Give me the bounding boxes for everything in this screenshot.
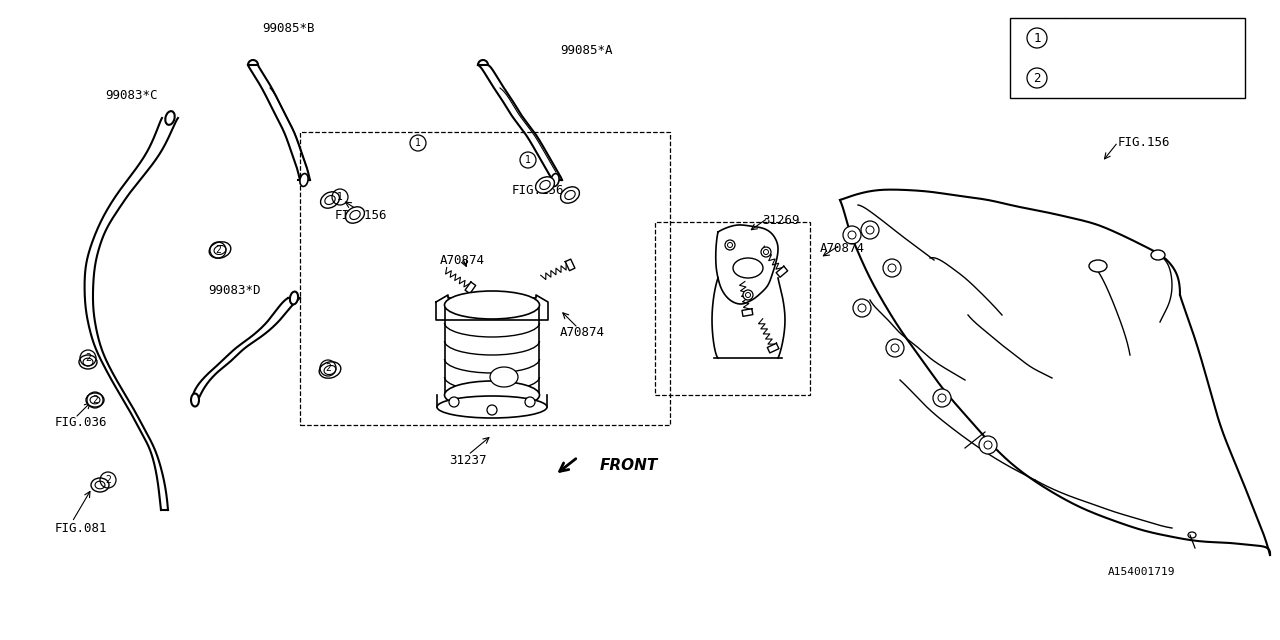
Bar (1010, 18, 1245, 98)
Text: 2: 2 (215, 245, 221, 255)
Text: FIG.156: FIG.156 (512, 184, 564, 196)
Text: W170062: W170062 (1073, 31, 1130, 45)
Ellipse shape (1089, 260, 1107, 272)
Ellipse shape (91, 478, 109, 492)
Text: F91916: F91916 (1073, 71, 1123, 85)
Circle shape (486, 405, 497, 415)
Circle shape (938, 394, 946, 402)
Ellipse shape (550, 173, 559, 186)
Ellipse shape (561, 187, 580, 203)
Ellipse shape (83, 358, 93, 366)
Circle shape (525, 397, 535, 407)
Bar (655, 222, 810, 395)
Ellipse shape (349, 211, 360, 220)
Circle shape (883, 259, 901, 277)
Circle shape (891, 344, 899, 352)
Circle shape (979, 436, 997, 454)
Circle shape (742, 290, 753, 300)
Ellipse shape (324, 365, 335, 374)
Text: 2: 2 (1033, 72, 1041, 84)
Text: 2: 2 (84, 353, 91, 363)
Ellipse shape (346, 207, 365, 223)
Ellipse shape (95, 481, 105, 489)
Text: 1: 1 (337, 192, 343, 202)
Text: 31237: 31237 (449, 454, 486, 467)
Ellipse shape (209, 242, 230, 258)
Circle shape (888, 264, 896, 272)
Text: A154001719: A154001719 (1108, 567, 1175, 577)
Text: 1: 1 (525, 155, 531, 165)
Circle shape (745, 292, 750, 298)
Text: FRONT: FRONT (600, 458, 658, 472)
Ellipse shape (733, 258, 763, 278)
Ellipse shape (490, 367, 518, 387)
Bar (300, 132, 669, 425)
Ellipse shape (444, 381, 539, 409)
Text: FIG.156: FIG.156 (335, 209, 388, 221)
Circle shape (849, 231, 856, 239)
Text: FIG.036: FIG.036 (55, 415, 108, 429)
Text: 99085*B: 99085*B (262, 22, 315, 35)
Ellipse shape (214, 246, 227, 255)
Ellipse shape (1188, 532, 1196, 538)
Text: A70874: A70874 (820, 241, 865, 255)
Text: 99083*C: 99083*C (105, 88, 157, 102)
Ellipse shape (444, 291, 539, 319)
Ellipse shape (436, 396, 547, 418)
Text: 99083*D: 99083*D (209, 284, 261, 296)
Circle shape (763, 250, 768, 255)
Text: 31269: 31269 (762, 214, 800, 227)
Ellipse shape (564, 191, 575, 200)
Text: 99085*A: 99085*A (561, 44, 613, 56)
Circle shape (984, 441, 992, 449)
Ellipse shape (319, 362, 340, 378)
Circle shape (861, 221, 879, 239)
Ellipse shape (300, 173, 308, 186)
Circle shape (727, 243, 732, 248)
Circle shape (844, 226, 861, 244)
Text: FIG.156: FIG.156 (1117, 136, 1170, 148)
Ellipse shape (289, 292, 298, 305)
Ellipse shape (90, 396, 100, 404)
Circle shape (933, 389, 951, 407)
Text: A70874: A70874 (561, 326, 605, 339)
Circle shape (886, 339, 904, 357)
Text: 2: 2 (92, 395, 99, 405)
Ellipse shape (79, 355, 97, 369)
Circle shape (858, 304, 867, 312)
Ellipse shape (165, 111, 174, 125)
Circle shape (449, 397, 460, 407)
Text: 1: 1 (1033, 31, 1041, 45)
Ellipse shape (540, 180, 550, 189)
Text: A70874: A70874 (440, 253, 485, 266)
Ellipse shape (1151, 250, 1165, 260)
Ellipse shape (320, 192, 339, 208)
Text: 2: 2 (325, 363, 332, 373)
Text: 2: 2 (105, 475, 111, 485)
Text: 1: 1 (415, 138, 421, 148)
Ellipse shape (191, 394, 198, 406)
Circle shape (724, 240, 735, 250)
Text: FIG.081: FIG.081 (55, 522, 108, 534)
Ellipse shape (535, 177, 554, 193)
Circle shape (762, 247, 771, 257)
Ellipse shape (325, 195, 335, 205)
Ellipse shape (86, 393, 104, 407)
Circle shape (852, 299, 870, 317)
Circle shape (867, 226, 874, 234)
